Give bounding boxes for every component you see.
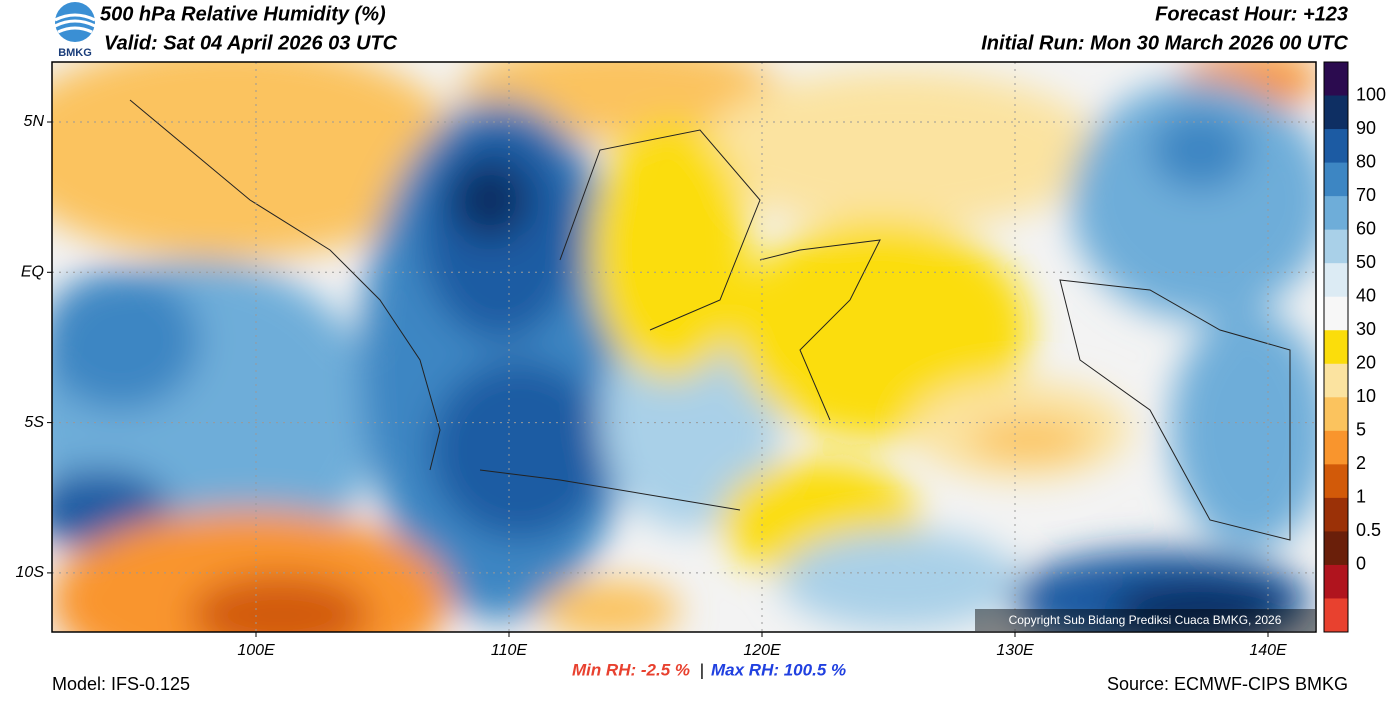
copyright: Copyright Sub Bidang Prediksi Cuaca BMKG… bbox=[1009, 613, 1282, 627]
logo-text: BMKG bbox=[58, 47, 92, 59]
colorbar-swatch bbox=[1324, 397, 1348, 432]
title: 500 hPa Relative Humidity (%) bbox=[100, 3, 386, 25]
lon-label: 130E bbox=[996, 642, 1034, 659]
lat-label: 5S bbox=[24, 414, 44, 431]
copyright-box bbox=[975, 609, 1315, 631]
colorbar-swatch bbox=[1324, 263, 1348, 298]
colorbar: 100 90 80 70 60 50 40 30 20 10 5 2 1 0.5 0 bbox=[1323, 61, 1386, 633]
colorbar-swatch bbox=[1324, 229, 1348, 264]
colorbar-swatch bbox=[1324, 129, 1348, 164]
colorbar-swatch bbox=[1324, 531, 1348, 566]
colorbar-label: 50 bbox=[1356, 252, 1376, 272]
colorbar-label: 1 bbox=[1356, 487, 1366, 507]
valid-time: Valid: Sat 04 April 2026 03 UTC bbox=[104, 32, 398, 54]
colorbar-swatch bbox=[1324, 363, 1348, 398]
separator: | bbox=[700, 660, 704, 679]
model: Model: IFS-0.125 bbox=[52, 674, 190, 694]
colorbar-swatch bbox=[1324, 497, 1348, 532]
colorbar-swatch bbox=[1324, 464, 1348, 499]
colorbar-frame bbox=[1323, 61, 1349, 633]
colorbar-swatch bbox=[1324, 95, 1348, 130]
colorbar-label: 20 bbox=[1356, 353, 1376, 373]
lon-label: 120E bbox=[743, 642, 781, 659]
colorbar-swatch bbox=[1324, 62, 1348, 97]
colorbar-label: 60 bbox=[1356, 218, 1376, 238]
colorbar-swatch bbox=[1324, 196, 1348, 231]
min-rh: Min RH: -2.5 % bbox=[572, 660, 690, 679]
max-rh: Max RH: 100.5 % bbox=[711, 660, 846, 679]
colorbar-swatch bbox=[1324, 564, 1348, 599]
lat-label: EQ bbox=[21, 264, 44, 281]
colorbar-label: 100 bbox=[1356, 84, 1386, 104]
colorbar-label: 80 bbox=[1356, 151, 1376, 171]
logo: BMKG bbox=[54, 2, 96, 59]
colorbar-label: 90 bbox=[1356, 118, 1376, 138]
colorbar-label: 0.5 bbox=[1356, 520, 1381, 540]
map-frame bbox=[51, 61, 1317, 633]
colorbar-label: 2 bbox=[1356, 453, 1366, 473]
colorbar-swatch bbox=[1324, 598, 1348, 633]
humidity-field bbox=[52, 62, 1316, 632]
colorbar-label: 40 bbox=[1356, 285, 1376, 305]
colorbar-label: 70 bbox=[1356, 185, 1376, 205]
colorbar-label: 10 bbox=[1356, 386, 1376, 406]
colorbar-swatch bbox=[1324, 162, 1348, 197]
colorbar-label: 30 bbox=[1356, 319, 1376, 339]
colorbar-label: 0 bbox=[1356, 554, 1366, 574]
colorbar-label: 5 bbox=[1356, 420, 1366, 440]
lon-label: 140E bbox=[1249, 642, 1287, 659]
forecast-hour: Forecast Hour: +123 bbox=[1155, 3, 1348, 25]
lon-label: 110E bbox=[491, 642, 528, 659]
lat-label: 10S bbox=[16, 564, 45, 581]
colorbar-swatch bbox=[1324, 330, 1348, 365]
source: Source: ECMWF-CIPS BMKG bbox=[1107, 674, 1348, 694]
initial-run: Initial Run: Mon 30 March 2026 00 UTC bbox=[981, 32, 1348, 54]
lon-label: 100E bbox=[237, 642, 275, 659]
colorbar-swatch bbox=[1324, 430, 1348, 465]
colorbar-swatch bbox=[1324, 296, 1348, 331]
graticule bbox=[47, 62, 1316, 637]
lat-label: 5N bbox=[24, 113, 45, 130]
